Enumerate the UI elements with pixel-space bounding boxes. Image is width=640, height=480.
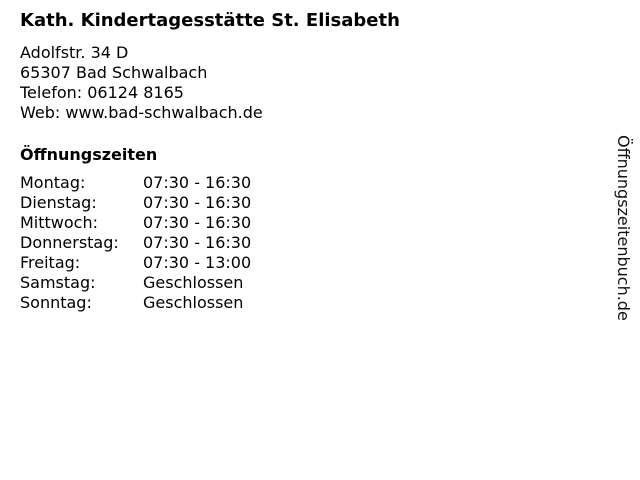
day: Freitag:: [20, 253, 81, 272]
hours-row: Montag: 07:30 - 16:30: [20, 173, 251, 193]
day: Montag:: [20, 173, 86, 192]
website: Web: www.bad-schwalbach.de: [20, 103, 263, 122]
time: 07:30 - 16:30: [143, 233, 252, 252]
hours-row: Freitag: 07:30 - 13:00: [20, 253, 251, 273]
hours-row: Samstag: Geschlossen: [20, 273, 251, 293]
city: 65307 Bad Schwalbach: [20, 63, 208, 82]
street: Adolfstr. 34 D: [20, 43, 129, 62]
day: Dienstag:: [20, 193, 97, 212]
time: 07:30 - 16:30: [143, 213, 252, 232]
time: 07:30 - 16:30: [143, 193, 252, 212]
hours-heading: Öffnungszeiten: [20, 145, 158, 164]
time: 07:30 - 16:30: [143, 173, 252, 192]
hours-table: Montag: 07:30 - 16:30 Dienstag: 07:30 - 16…: [20, 173, 251, 313]
hours-row: Mittwoch: 07:30 - 16:30: [20, 213, 251, 233]
day: Mittwoch:: [20, 213, 98, 232]
time: Geschlossen: [143, 273, 244, 292]
page-title: Kath. Kindertagesstätte St. Elisabeth: [20, 10, 400, 31]
hours-row: Donnerstag: 07:30 - 16:30: [20, 233, 251, 253]
hours-row: Dienstag: 07:30 - 16:30: [20, 193, 251, 213]
day: Samstag:: [20, 273, 96, 292]
address-block: Adolfstr. 34 D 65307 Bad Schwalbach Tele…: [20, 43, 263, 123]
phone: Telefon: 06124 8165: [20, 83, 184, 102]
day: Donnerstag:: [20, 233, 119, 252]
time: 07:30 - 13:00: [143, 253, 252, 272]
day: Sonntag:: [20, 293, 92, 312]
time: Geschlossen: [143, 293, 244, 312]
watermark: Öffnungszeitenbuch.de: [614, 135, 633, 321]
hours-row: Sonntag: Geschlossen: [20, 293, 251, 313]
